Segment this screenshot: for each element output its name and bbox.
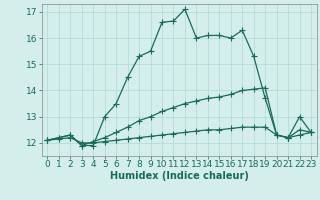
X-axis label: Humidex (Indice chaleur): Humidex (Indice chaleur) xyxy=(110,171,249,181)
